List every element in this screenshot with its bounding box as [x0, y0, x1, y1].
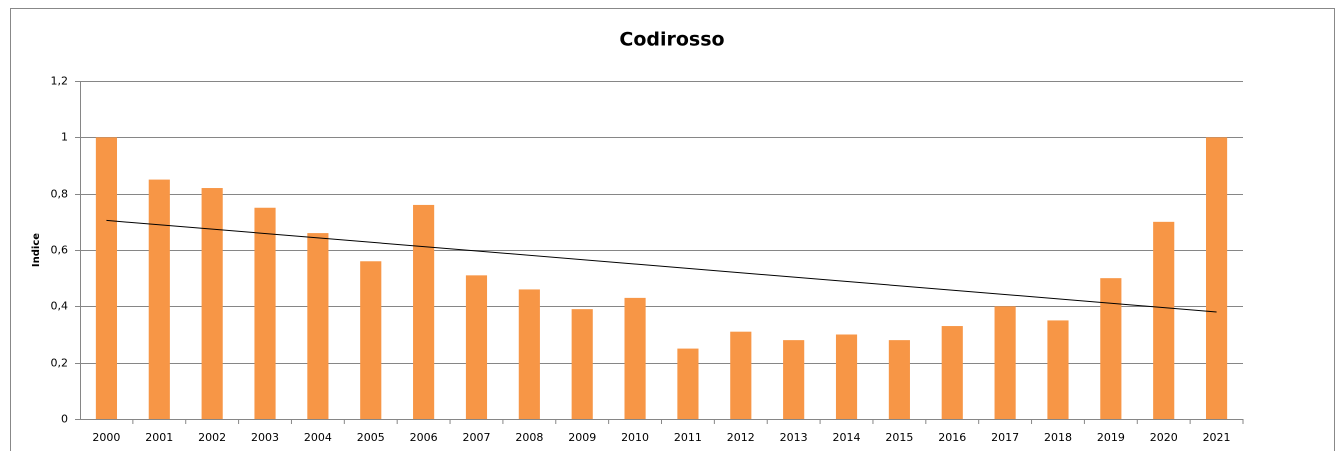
- x-tick-label: 2016: [938, 431, 966, 444]
- y-tick-label: 0,8: [51, 188, 69, 201]
- bar: [571, 309, 593, 419]
- bar: [95, 137, 118, 420]
- bar: [677, 348, 699, 419]
- x-tick-label: 2017: [991, 431, 1019, 444]
- y-tick-label: 1,2: [51, 75, 69, 88]
- bar: [624, 297, 646, 419]
- bar: [1047, 320, 1069, 419]
- bar: [148, 179, 170, 419]
- chart-border: [10, 8, 1335, 451]
- x-tick-label: 2021: [1203, 431, 1231, 444]
- x-tick-label: 2004: [304, 431, 332, 444]
- x-tick-label: 2011: [674, 431, 702, 444]
- y-tick-label: 0,4: [51, 300, 69, 313]
- bar: [201, 188, 223, 419]
- bar: [783, 340, 805, 419]
- x-tick-label: 2008: [515, 431, 543, 444]
- y-axis-title: Indice: [31, 233, 42, 267]
- x-tick-label: 2005: [357, 431, 385, 444]
- x-tick-label: 2014: [833, 431, 861, 444]
- bar: [518, 289, 540, 419]
- bar: [413, 204, 435, 419]
- x-tick-label: 2000: [92, 431, 120, 444]
- bar: [1100, 278, 1122, 419]
- y-tick-label: 0: [61, 413, 68, 426]
- x-tick-label: 2018: [1044, 431, 1072, 444]
- x-tick-label: 2020: [1150, 431, 1178, 444]
- x-tick-label: 2009: [568, 431, 596, 444]
- x-tick-label: 2012: [727, 431, 755, 444]
- chart-title: Codirosso: [619, 29, 724, 51]
- bar: [888, 340, 910, 419]
- x-tick-label: 2006: [410, 431, 438, 444]
- bar: [360, 261, 382, 419]
- bar: [941, 326, 963, 419]
- x-tick-label: 2019: [1097, 431, 1125, 444]
- x-tick-label: 2015: [885, 431, 913, 444]
- x-tick-label: 2010: [621, 431, 649, 444]
- y-tick-label: 0,2: [51, 357, 69, 370]
- bar: [1153, 221, 1175, 419]
- x-tick-label: 2013: [780, 431, 808, 444]
- bar: [254, 207, 276, 419]
- x-tick-label: 2007: [462, 431, 490, 444]
- y-tick-label: 1: [61, 131, 68, 144]
- x-tick-label: 2001: [145, 431, 173, 444]
- x-tick-label: 2002: [198, 431, 226, 444]
- trendline: [106, 219, 1217, 313]
- y-tick-label: 0,6: [51, 244, 69, 257]
- bar: [465, 275, 488, 419]
- x-tick-label: 2003: [251, 431, 279, 444]
- bar: [994, 306, 1016, 419]
- bar: [730, 331, 752, 419]
- bar: [1205, 137, 1228, 420]
- bar: [835, 334, 858, 419]
- bar: [307, 233, 329, 419]
